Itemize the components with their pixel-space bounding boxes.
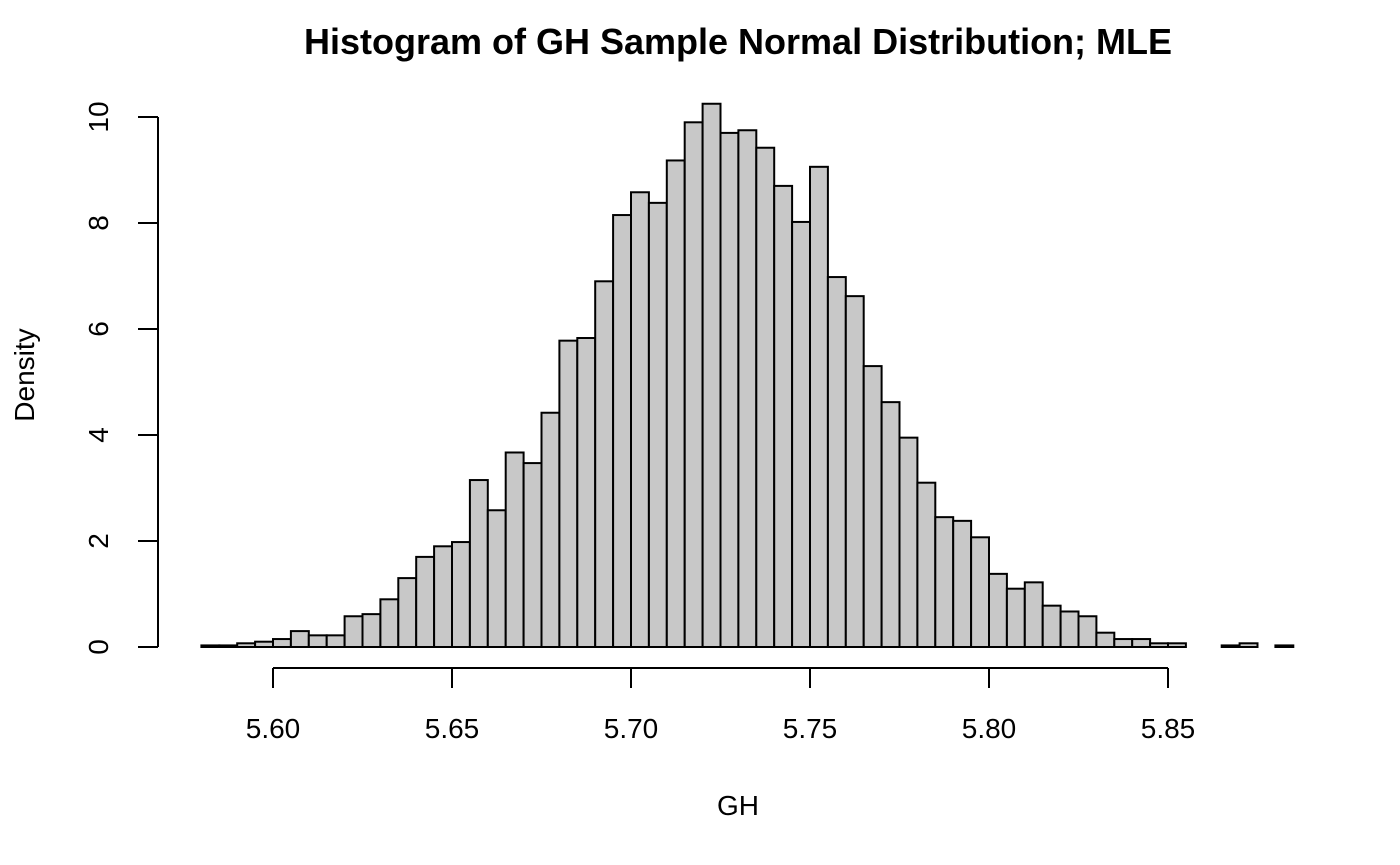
histogram-bar <box>433 545 454 648</box>
x-tick-label: 5.75 <box>783 713 838 744</box>
histogram-bar <box>826 276 847 648</box>
histogram-bar <box>916 481 937 649</box>
histogram-bar <box>1077 615 1098 649</box>
x-axis-label: GH <box>717 790 759 821</box>
histogram-bar <box>844 295 865 648</box>
y-tick-label: 6 <box>83 321 114 337</box>
x-tick-label: 5.60 <box>246 713 301 744</box>
histogram-bar <box>415 555 436 649</box>
y-tick-label: 4 <box>83 427 114 443</box>
histogram-bar <box>236 642 257 648</box>
histogram-bar <box>289 630 310 648</box>
histogram-bar <box>647 201 668 649</box>
histogram-bar <box>1149 642 1169 648</box>
histogram-bar <box>451 541 471 648</box>
histogram-bar <box>1005 587 1026 649</box>
y-axis-label: Density <box>9 328 40 421</box>
histogram-bar <box>1041 604 1062 648</box>
histogram-bar <box>307 634 328 649</box>
histogram-bar <box>1113 638 1134 648</box>
histogram-bar <box>254 640 275 649</box>
x-tick-label: 5.80 <box>962 713 1017 744</box>
histogram-bar <box>773 184 794 648</box>
histogram-bar <box>343 615 364 649</box>
histogram-bar <box>325 634 346 649</box>
histogram-bar <box>1023 581 1044 649</box>
histogram-bar <box>755 146 776 649</box>
histogram-bar <box>1095 631 1116 649</box>
histogram-bar <box>737 129 758 648</box>
x-tick-label: 5.65 <box>425 713 480 744</box>
histogram-bar <box>719 131 740 648</box>
histogram-bar <box>862 365 883 648</box>
histogram-bar <box>397 577 418 648</box>
histogram-bar <box>683 121 704 649</box>
histogram-bar <box>1059 610 1080 648</box>
histogram-bar <box>504 451 525 648</box>
x-axis: 5.60 5.65 5.70 5.75 5.80 5.85 <box>246 667 1196 744</box>
histogram-bar <box>1131 638 1152 648</box>
histogram-bar <box>791 220 811 648</box>
histogram-bar <box>522 462 543 648</box>
histogram-bar <box>1238 642 1259 648</box>
histogram-bar <box>1220 644 1241 648</box>
histogram-bar <box>988 572 1008 648</box>
histogram-bar <box>468 479 489 648</box>
y-tick-label: 2 <box>83 533 114 549</box>
histogram-bar <box>272 638 292 648</box>
histogram-bar <box>558 339 579 648</box>
histogram-bar <box>665 159 686 649</box>
histogram-bar <box>200 644 221 648</box>
histogram-bar <box>218 644 239 648</box>
histogram-bars <box>200 102 1295 649</box>
chart-title: Histogram of GH Sample Normal Distributi… <box>304 21 1172 62</box>
histogram-bar <box>361 613 382 649</box>
x-tick-label: 5.85 <box>1141 713 1196 744</box>
histogram-bar <box>809 165 829 648</box>
y-axis: 0 2 4 6 8 10 <box>83 101 159 655</box>
histogram-bar <box>880 401 901 649</box>
y-tick-label: 0 <box>83 639 114 655</box>
histogram-bar <box>486 509 507 649</box>
x-tick-label: 5.70 <box>604 713 659 744</box>
histogram-bar <box>1274 644 1295 648</box>
histogram-bar <box>934 516 955 649</box>
histogram-bar <box>898 436 919 648</box>
y-tick-label: 10 <box>83 101 114 132</box>
histogram-bar <box>379 598 400 648</box>
histogram-bar <box>970 536 990 648</box>
histogram-bar <box>540 411 561 648</box>
histogram-bar <box>594 280 615 648</box>
histogram-bar <box>952 519 973 648</box>
y-tick-label: 8 <box>83 215 114 231</box>
histogram-bar <box>576 337 597 648</box>
histogram-bar <box>701 102 722 648</box>
histogram-bar <box>1167 642 1187 648</box>
histogram-bar <box>612 214 632 649</box>
histogram-bar <box>630 191 650 648</box>
